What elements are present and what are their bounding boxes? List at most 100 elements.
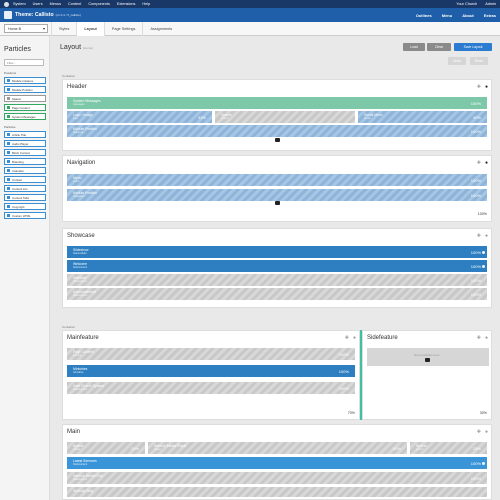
settings-icon[interactable]: ● bbox=[484, 84, 488, 90]
particle-block[interactable]: Sermon Media Player player 50% bbox=[148, 442, 407, 454]
particle-label: Page Content bbox=[12, 105, 30, 110]
container-label: Container bbox=[62, 325, 76, 329]
particle-item[interactable]: Spacer bbox=[4, 95, 46, 102]
particle-block[interactable]: Module Position navigation 100% bbox=[67, 189, 487, 201]
menu-components[interactable]: Components bbox=[88, 2, 110, 6]
add-row-icon[interactable]: ✚ bbox=[476, 84, 481, 90]
particle-item[interactable]: Branding bbox=[4, 158, 46, 165]
particle-item[interactable]: Calendar bbox=[4, 167, 46, 174]
lock-icon[interactable] bbox=[275, 138, 280, 142]
particle-block[interactable]: Spacer spacer 25% bbox=[410, 442, 487, 454]
nav-about[interactable]: About bbox=[462, 12, 474, 18]
particle-block[interactable]: Worship Blog bbox=[67, 487, 487, 497]
block-sub: spacer bbox=[416, 448, 424, 451]
outline-select[interactable]: Home B bbox=[4, 24, 48, 33]
section-showcase: Showcase ✚ ● Slideshow featureslider 100% … bbox=[62, 228, 492, 308]
particle-icon bbox=[7, 142, 10, 145]
menu-users[interactable]: Users bbox=[32, 2, 43, 6]
menu-menus[interactable]: Menus bbox=[49, 2, 61, 6]
particle-block[interactable]: Menu menu 100% bbox=[67, 174, 487, 186]
menu-help[interactable]: Help bbox=[142, 2, 151, 6]
block-sub: messages bbox=[73, 103, 85, 106]
menu-extensions[interactable]: Extensions bbox=[116, 2, 136, 6]
particle-block[interactable]: Spacer spacer 25% bbox=[67, 442, 145, 454]
particle-icon bbox=[7, 214, 10, 217]
add-row-icon[interactable]: ✚ bbox=[476, 233, 481, 239]
menu-system[interactable]: System bbox=[13, 2, 26, 6]
particle-block[interactable]: Latest Sermons blockcontent 100% bbox=[67, 457, 487, 469]
lock-icon[interactable] bbox=[275, 201, 280, 205]
particle-block[interactable]: Announcement blockcontent 100% bbox=[67, 288, 487, 300]
particle-block[interactable]: Page Content content 100% bbox=[67, 348, 355, 360]
section-title: Showcase bbox=[67, 233, 95, 239]
block-sub: blockcontent bbox=[73, 478, 88, 481]
particle-block[interactable]: Spacer spacer bbox=[215, 111, 355, 123]
particle-item[interactable]: Module Position bbox=[4, 86, 46, 93]
particle-block[interactable]: Social Menu social 30% bbox=[358, 111, 487, 123]
user-menu[interactable]: Admin bbox=[485, 2, 496, 6]
layout-title: Layout bbox=[60, 44, 82, 51]
add-row-icon[interactable]: ✚ bbox=[344, 335, 349, 341]
column-resize-handle[interactable] bbox=[360, 330, 362, 420]
theme-title: Theme: Callisto bbox=[15, 12, 54, 18]
particle-item[interactable]: Block Content bbox=[4, 149, 46, 156]
particle-label: Module Position bbox=[12, 87, 33, 92]
settings-icon[interactable]: ● bbox=[484, 233, 488, 239]
particle-item[interactable]: Content Tabs bbox=[4, 194, 46, 201]
settings-icon[interactable]: ● bbox=[484, 429, 488, 435]
block-label: Latest Sermons bbox=[73, 459, 97, 463]
particle-item[interactable]: Module Instance bbox=[4, 77, 46, 84]
particle-item[interactable]: Audio Player bbox=[4, 140, 46, 147]
save-layout-button[interactable]: Save Layout bbox=[454, 43, 492, 51]
nav-outlines[interactable]: Outlines bbox=[415, 12, 432, 18]
add-row-icon[interactable]: ✚ bbox=[476, 335, 481, 341]
block-sub: blockcontent bbox=[73, 294, 88, 297]
lock-icon[interactable] bbox=[425, 358, 430, 362]
particle-item[interactable]: System Messages bbox=[4, 113, 46, 120]
particle-item[interactable]: Content List bbox=[4, 185, 46, 192]
particle-item[interactable]: Contact bbox=[4, 176, 46, 183]
settings-icon[interactable]: ● bbox=[484, 335, 488, 341]
section-title: Sidefeature bbox=[367, 335, 398, 341]
particle-block[interactable]: System Messages messages 100% bbox=[67, 97, 487, 109]
tab-assignments[interactable]: Assignments bbox=[142, 21, 179, 36]
add-row-icon[interactable]: ✚ bbox=[476, 160, 481, 166]
site-link[interactable]: Your Church bbox=[456, 2, 478, 6]
particle-block[interactable]: Logo / Image logo 33% bbox=[67, 111, 212, 123]
particle-item[interactable]: Page Content bbox=[4, 104, 46, 111]
layout-main: Layout (Home) Load Clear Save Layout Undo… bbox=[56, 36, 500, 500]
particle-block[interactable]: Hold Church System blockcontent 100% bbox=[67, 382, 355, 394]
particle-item[interactable]: Custom HTML bbox=[4, 212, 46, 219]
particle-item[interactable]: Article Title bbox=[4, 131, 46, 138]
joomla-logo-icon[interactable] bbox=[4, 1, 9, 7]
settings-icon[interactable]: ● bbox=[352, 335, 356, 341]
tab-styles[interactable]: Styles bbox=[51, 21, 76, 36]
particle-item[interactable]: Copyright bbox=[4, 203, 46, 210]
particle-block[interactable]: Welcome blockcontent 100% bbox=[67, 260, 487, 272]
tab-layout[interactable]: Layout bbox=[76, 21, 104, 36]
particle-block[interactable]: Headline blockcontent 100% bbox=[67, 274, 487, 286]
block-label: Spacer bbox=[73, 444, 84, 448]
undo-button[interactable]: Undo bbox=[448, 57, 466, 65]
particle-block[interactable]: Ministries ministries 100% bbox=[67, 365, 355, 377]
block-label: Slideshow bbox=[73, 248, 89, 252]
particle-filter-input[interactable]: Filter... bbox=[4, 59, 44, 66]
particle-icon bbox=[7, 187, 10, 190]
particle-block[interactable]: Sermon Series Grid blockcontent 100% bbox=[67, 472, 487, 484]
particle-icon bbox=[7, 133, 10, 136]
particle-block[interactable]: Slideshow featureslider 100% bbox=[67, 246, 487, 258]
nav-extras[interactable]: Extras bbox=[483, 12, 496, 18]
load-button[interactable]: Load bbox=[403, 43, 425, 51]
drop-zone[interactable]: Drop particles here... bbox=[367, 348, 489, 366]
add-row-icon[interactable]: ✚ bbox=[476, 429, 481, 435]
tab-page-settings[interactable]: Page Settings bbox=[103, 21, 143, 36]
block-label: Module Position bbox=[73, 191, 98, 195]
particle-icon bbox=[7, 151, 10, 154]
particle-icon bbox=[7, 169, 10, 172]
settings-icon[interactable]: ● bbox=[484, 160, 488, 166]
particle-block[interactable]: Module Position header-a 100% bbox=[67, 125, 487, 137]
redo-button[interactable]: Redo bbox=[470, 57, 488, 65]
menu-content[interactable]: Content bbox=[68, 2, 82, 6]
clear-button[interactable]: Clear bbox=[427, 43, 451, 51]
nav-menu[interactable]: Menu bbox=[441, 12, 453, 18]
